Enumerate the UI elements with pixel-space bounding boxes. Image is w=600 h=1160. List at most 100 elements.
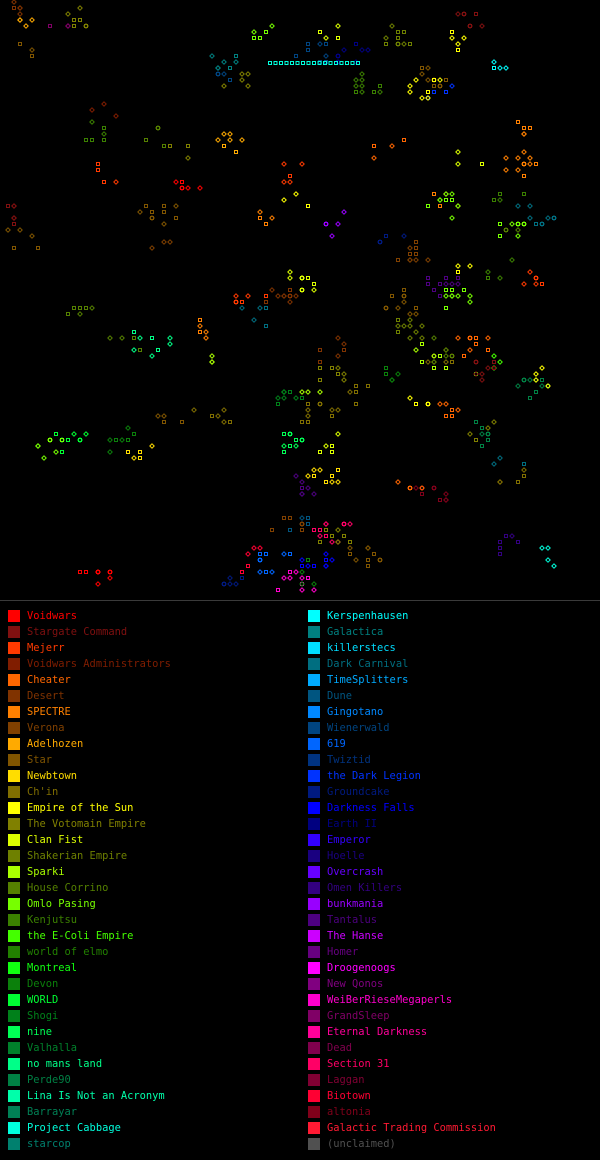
star-system[interactable] — [450, 354, 454, 358]
star-system[interactable] — [221, 59, 227, 65]
star-system[interactable] — [252, 36, 256, 40]
star-system[interactable] — [498, 552, 502, 556]
star-system[interactable] — [341, 209, 347, 215]
star-system[interactable] — [545, 557, 551, 563]
star-system[interactable] — [96, 570, 100, 574]
star-system[interactable] — [450, 414, 454, 418]
star-system[interactable] — [162, 144, 166, 148]
star-system[interactable] — [407, 395, 413, 401]
star-system[interactable] — [257, 305, 263, 311]
star-system[interactable] — [540, 378, 544, 382]
star-system[interactable] — [281, 197, 287, 203]
star-system[interactable] — [167, 239, 173, 245]
star-system[interactable] — [335, 527, 341, 533]
star-system[interactable] — [245, 83, 251, 89]
star-system[interactable] — [324, 42, 328, 46]
star-system[interactable] — [450, 288, 454, 292]
star-system[interactable] — [456, 48, 460, 52]
star-system[interactable] — [527, 161, 533, 167]
star-system[interactable] — [395, 41, 401, 47]
star-system[interactable] — [138, 348, 142, 352]
star-system[interactable] — [443, 293, 449, 299]
star-system[interactable] — [299, 587, 305, 593]
star-system[interactable] — [156, 126, 160, 130]
star-system[interactable] — [294, 54, 298, 58]
star-system[interactable] — [11, 203, 17, 209]
star-system[interactable] — [288, 570, 292, 574]
star-system[interactable] — [300, 564, 304, 568]
star-system[interactable] — [312, 528, 316, 532]
star-system[interactable] — [467, 293, 473, 299]
star-system[interactable] — [279, 61, 283, 65]
star-system[interactable] — [515, 233, 521, 239]
star-system[interactable] — [312, 564, 316, 568]
star-system[interactable] — [288, 516, 292, 520]
star-system[interactable] — [443, 359, 449, 365]
star-system[interactable] — [474, 420, 478, 424]
star-system[interactable] — [396, 36, 400, 40]
star-system[interactable] — [107, 575, 113, 581]
star-system[interactable] — [480, 162, 484, 166]
star-system[interactable] — [251, 29, 257, 35]
star-system[interactable] — [444, 306, 448, 310]
star-system[interactable] — [462, 288, 466, 292]
star-system[interactable] — [497, 197, 503, 203]
star-system[interactable] — [125, 425, 131, 431]
star-system[interactable] — [11, 0, 17, 5]
star-system[interactable] — [228, 66, 232, 70]
star-system[interactable] — [138, 450, 142, 454]
star-system[interactable] — [335, 23, 341, 29]
star-system[interactable] — [455, 407, 461, 413]
star-system[interactable] — [437, 197, 443, 203]
star-system[interactable] — [443, 353, 449, 359]
star-system[interactable] — [534, 390, 538, 394]
star-system[interactable] — [317, 61, 322, 65]
star-system[interactable] — [347, 389, 353, 395]
star-system[interactable] — [366, 384, 370, 388]
star-system[interactable] — [384, 234, 388, 238]
star-system[interactable] — [89, 305, 95, 311]
star-system[interactable] — [318, 360, 322, 364]
star-system[interactable] — [443, 281, 449, 287]
star-system[interactable] — [174, 216, 178, 220]
star-system[interactable] — [299, 389, 305, 395]
star-system[interactable] — [359, 89, 365, 95]
star-system[interactable] — [305, 389, 311, 395]
star-system[interactable] — [389, 143, 395, 149]
star-system[interactable] — [150, 210, 154, 214]
star-system[interactable] — [329, 539, 335, 545]
star-system[interactable] — [102, 180, 106, 184]
star-system[interactable] — [299, 557, 305, 563]
star-system[interactable] — [491, 59, 497, 65]
star-system[interactable] — [306, 204, 310, 208]
star-system[interactable] — [60, 438, 64, 442]
star-system[interactable] — [419, 95, 425, 101]
star-system[interactable] — [72, 18, 76, 22]
star-system[interactable] — [377, 557, 383, 563]
star-system[interactable] — [131, 455, 137, 461]
star-system[interactable] — [480, 444, 484, 448]
star-system[interactable] — [287, 269, 293, 275]
star-system[interactable] — [408, 42, 412, 46]
star-system[interactable] — [11, 215, 17, 221]
star-system[interactable] — [396, 330, 400, 334]
star-system[interactable] — [492, 366, 496, 370]
star-system[interactable] — [402, 30, 406, 34]
star-system[interactable] — [522, 222, 526, 226]
star-system[interactable] — [209, 359, 215, 365]
star-system[interactable] — [240, 300, 244, 304]
star-system[interactable] — [12, 6, 16, 10]
star-system[interactable] — [149, 353, 155, 359]
star-system[interactable] — [299, 581, 305, 587]
star-system[interactable] — [264, 300, 268, 304]
star-system[interactable] — [318, 30, 322, 34]
star-system[interactable] — [306, 402, 310, 406]
star-system[interactable] — [444, 198, 448, 202]
star-system[interactable] — [221, 71, 227, 77]
star-system[interactable] — [516, 540, 520, 544]
star-system[interactable] — [456, 276, 460, 280]
star-system[interactable] — [284, 61, 289, 65]
star-system[interactable] — [324, 558, 328, 562]
star-system[interactable] — [438, 204, 442, 208]
star-system[interactable] — [486, 432, 490, 436]
